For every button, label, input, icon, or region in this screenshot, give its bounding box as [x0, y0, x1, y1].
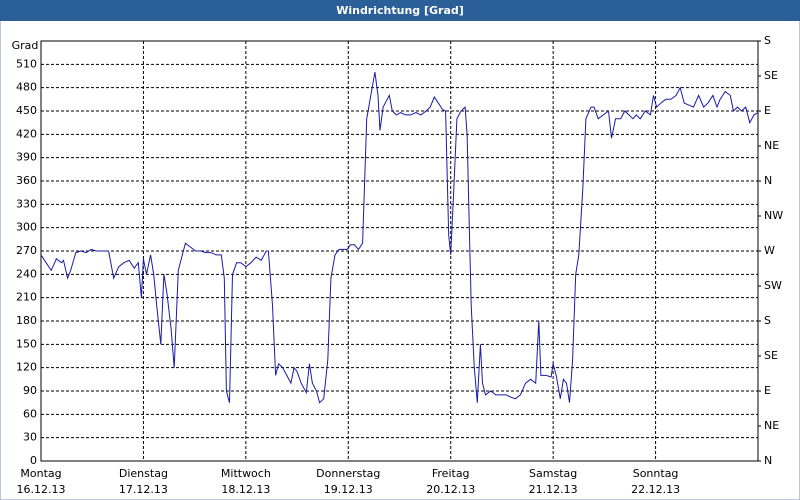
x-tick-date: 18.12.13	[221, 483, 270, 496]
y2-tick-label: N	[764, 174, 772, 187]
y2-tick-label: SE	[764, 69, 778, 82]
y-tick-label: 30	[23, 431, 37, 444]
x-tick-label: Samstag	[529, 467, 577, 480]
x-tick-label: Dienstag	[119, 467, 168, 480]
x-tick-label: Sonntag	[633, 467, 679, 480]
x-tick-date: 20.12.13	[426, 483, 475, 496]
y2-tick-label: SE	[764, 349, 778, 362]
y-tick-label: 360	[16, 174, 37, 187]
y2-tick-label: E	[764, 384, 771, 397]
x-tick-label: Montag	[20, 467, 61, 480]
y2-tick-label: S	[764, 314, 771, 327]
title-bar	[0, 0, 800, 21]
x-tick-label: Donnerstag	[316, 467, 380, 480]
y-tick-label: 270	[16, 244, 37, 257]
y2-tick-label: NE	[764, 139, 779, 152]
data-line	[40, 72, 759, 404]
y2-tick-label: N	[764, 454, 772, 467]
x-tick-date: 17.12.13	[119, 483, 168, 496]
y-tick-label: 150	[16, 337, 37, 350]
y-tick-label: 480	[16, 81, 37, 94]
y2-tick-label: E	[764, 104, 771, 117]
y-tick-label: 180	[16, 314, 37, 327]
y-tick-label: 0	[30, 454, 37, 467]
y2-tick-label: S	[764, 34, 771, 47]
y-tick-label: 510	[16, 57, 37, 70]
x-tick-label: Freitag	[432, 467, 470, 480]
y-tick-label: 90	[23, 384, 37, 397]
y-axis-label: Grad	[12, 39, 39, 52]
y-tick-label: 120	[16, 361, 37, 374]
y2-tick-label: SW	[764, 279, 782, 292]
x-tick-date: 22.12.13	[631, 483, 680, 496]
y2-tick-label: NW	[764, 209, 783, 222]
x-tick-date: 21.12.13	[529, 483, 578, 496]
y-tick-label: 450	[16, 104, 37, 117]
y-tick-label: 390	[16, 151, 37, 164]
chart-title: Windrichtung [Grad]	[336, 4, 464, 17]
y-tick-label: 330	[16, 197, 37, 210]
y-tick-label: 60	[23, 407, 37, 420]
y-tick-label: 240	[16, 267, 37, 280]
x-tick-date: 16.12.13	[17, 483, 66, 496]
y-tick-label: 210	[16, 291, 37, 304]
y-tick-label: 420	[16, 127, 37, 140]
x-tick-date: 19.12.13	[324, 483, 373, 496]
y2-tick-label: W	[764, 244, 775, 257]
y2-tick-label: NE	[764, 419, 779, 432]
y-tick-label: 300	[16, 221, 37, 234]
x-tick-label: Mittwoch	[221, 467, 271, 480]
